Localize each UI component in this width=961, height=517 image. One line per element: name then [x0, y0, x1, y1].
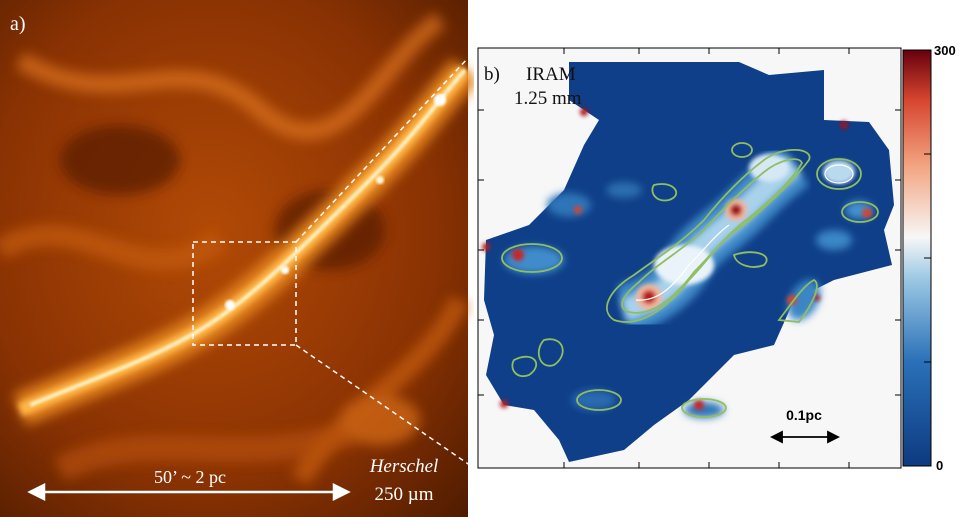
panel-a-label: a): [10, 13, 26, 35]
scale-text-a: 50’ ~ 2 pc: [154, 467, 226, 487]
band-a: 250 µm: [375, 484, 434, 505]
map-contours: [501, 142, 879, 418]
telescope-name: Herschel: [369, 456, 439, 477]
colorbar-ticks: [924, 153, 931, 363]
colorbar-min-label: 0: [936, 458, 943, 473]
scale-text-b: 0.1pc: [786, 407, 822, 423]
iram-panel: b) IRAM 1.25 mm 0.1pc 300 0: [477, 43, 956, 473]
zoom-connector-top: [295, 57, 469, 243]
instrument-name: IRAM: [526, 64, 576, 85]
map-cores: [482, 108, 872, 410]
herschel-filament: [13, 58, 474, 426]
band-b: 1.25 mm: [514, 88, 582, 109]
scale-arrow-b: [769, 430, 841, 444]
colorbar-max-label: 300: [934, 43, 956, 58]
scale-arrow-a: [27, 482, 351, 502]
zoom-connector-bottom: [295, 344, 474, 469]
zoom-box: [192, 241, 297, 346]
map-ticks: [478, 48, 901, 468]
panel-b-label: b): [484, 64, 500, 85]
herschel-panel: a) 50’ ~ 2 pc Herschel 250 µm: [0, 0, 474, 517]
